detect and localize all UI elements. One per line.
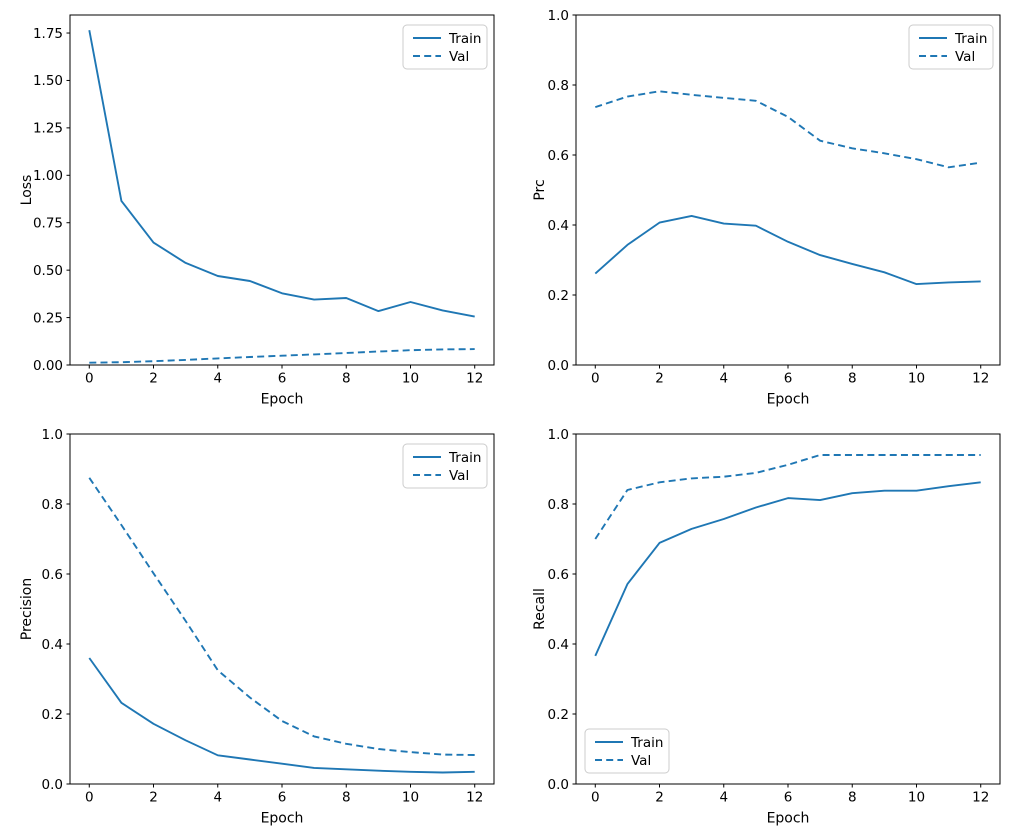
x-tick-label: 4 (719, 790, 728, 806)
prc-val-line (595, 90, 981, 169)
x-tick-label: 2 (149, 371, 158, 387)
legend-box (908, 24, 994, 70)
legend-box (584, 728, 670, 774)
x-axis-label: Epoch (767, 811, 810, 827)
y-tick-label: 0.4 (548, 637, 569, 653)
x-tick-label: 2 (655, 790, 664, 806)
x-tick-label: 12 (972, 371, 989, 387)
y-tick-label: 1.00 (33, 168, 63, 184)
y-tick-label: 0.8 (548, 78, 569, 94)
x-tick-label: 6 (784, 371, 793, 387)
x-tick-label: 2 (655, 371, 664, 387)
x-tick-label: 10 (402, 371, 419, 387)
legend-val-label: Val (631, 753, 651, 769)
y-tick-label: 0.4 (42, 637, 63, 653)
subplot-prc: 0 2 4 6 8 10 12 0.0 0.2 0.4 0.6 0.8 1.0 Epoch Prc Train… (532, 8, 1001, 408)
legend-train-label: Train (954, 31, 987, 47)
legend: Train Val (402, 443, 488, 489)
x-tick-label: 10 (402, 790, 419, 806)
x-tick-label: 10 (908, 371, 925, 387)
y-tick-label: 0.6 (548, 148, 569, 164)
legend: Train Val (908, 24, 994, 70)
legend-box (402, 24, 488, 70)
y-tick-label: 0.8 (548, 497, 569, 513)
y-tick-label: 0.50 (33, 263, 63, 279)
x-tick-label: 8 (342, 790, 351, 806)
subplot-precision: 0 2 4 6 8 10 12 0.0 0.2 0.4 0.6 0.8 1.0 Epoch Precisio… (19, 427, 495, 827)
x-tick-label: 0 (591, 790, 600, 806)
x-axis-label: Epoch (261, 811, 304, 827)
y-tick-label: 0.00 (33, 358, 63, 374)
y-tick-label: 1.0 (42, 427, 63, 443)
legend-val-label: Val (449, 468, 469, 484)
y-tick-label: 0.2 (548, 288, 569, 304)
y-tick-label: 0.2 (42, 707, 63, 723)
prc-train-line (594, 214, 981, 286)
y-tick-label: 0.8 (42, 497, 63, 513)
y-tick-label: 1.75 (33, 26, 63, 42)
loss-val-line (89, 348, 475, 364)
y-tick-label: 1.25 (33, 121, 63, 137)
x-tick-label: 12 (466, 790, 483, 806)
x-tick-label: 0 (85, 790, 94, 806)
y-tick-label: 0.4 (548, 218, 569, 234)
x-tick-label: 0 (85, 371, 94, 387)
recall-val-line (594, 454, 981, 540)
legend-val-label: Val (955, 49, 975, 65)
legend-train-label: Train (448, 450, 481, 466)
y-tick-label: 0.75 (33, 216, 63, 232)
x-tick-label: 6 (278, 790, 287, 806)
x-tick-label: 8 (848, 371, 857, 387)
y-tick-label: 0.0 (548, 777, 569, 793)
recall-train-line (594, 481, 981, 657)
x-tick-label: 4 (719, 371, 728, 387)
y-axis-label: Precision (19, 578, 35, 640)
y-tick-label: 0.0 (42, 777, 63, 793)
x-tick-label: 6 (784, 790, 793, 806)
y-axis-label: Loss (19, 175, 35, 206)
x-tick-label: 4 (213, 790, 222, 806)
x-tick-label: 8 (342, 371, 351, 387)
y-tick-label: 1.0 (548, 8, 569, 24)
legend-val-label: Val (449, 49, 469, 65)
precision-train-line (88, 657, 475, 774)
y-axis-label: Recall (532, 588, 548, 630)
y-tick-label: 0.2 (548, 707, 569, 723)
loss-train-line (88, 30, 475, 318)
x-tick-label: 2 (149, 790, 158, 806)
x-tick-label: 10 (908, 790, 925, 806)
x-tick-label: 12 (972, 790, 989, 806)
x-tick-label: 0 (591, 371, 600, 387)
legend-box (402, 443, 488, 489)
y-axis-label: Prc (532, 179, 548, 200)
subplot-recall: 0 2 4 6 8 10 12 0.0 0.2 0.4 0.6 0.8 1.0 Epoch Recall Tr… (532, 427, 1001, 827)
legend-train-label: Train (448, 31, 481, 47)
x-tick-label: 4 (213, 371, 222, 387)
y-tick-label: 0.0 (548, 358, 569, 374)
precision-val-line (88, 477, 475, 756)
x-tick-label: 12 (466, 371, 483, 387)
x-tick-label: 6 (278, 371, 287, 387)
legend: Train Val (402, 24, 488, 70)
subplot-loss: 0 2 4 6 8 10 12 0.00 0.25 0.50 0.75 1.00 1.25 1.50 1.7… (19, 14, 495, 408)
y-tick-label: 0.6 (42, 567, 63, 583)
x-tick-label: 8 (848, 790, 857, 806)
x-axis-label: Epoch (767, 392, 810, 408)
legend: Train Val (584, 728, 670, 774)
x-axis-label: Epoch (261, 392, 304, 408)
legend-train-label: Train (630, 735, 663, 751)
y-tick-label: 1.50 (33, 73, 63, 89)
y-tick-label: 0.6 (548, 567, 569, 583)
y-tick-label: 0.25 (33, 310, 63, 326)
y-tick-label: 1.0 (548, 427, 569, 443)
